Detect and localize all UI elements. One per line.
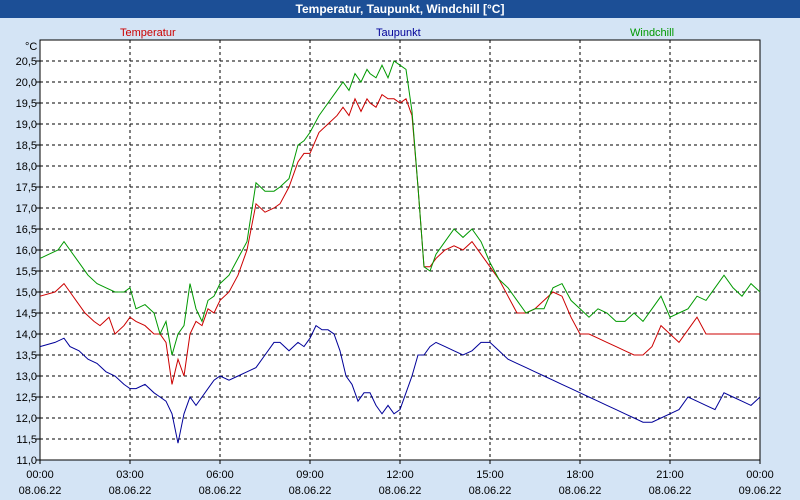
x-tick-time: 00:00: [746, 469, 774, 481]
y-tick-label: 15,0: [16, 287, 37, 299]
x-tick-time: 03:00: [116, 469, 144, 481]
y-tick-label: 19,5: [16, 98, 37, 110]
x-tick-date: 08.06.22: [559, 485, 602, 497]
x-tick-date: 09.06.22: [739, 485, 782, 497]
x-tick-date: 08.06.22: [379, 485, 422, 497]
series-line-windchill: [39, 60, 761, 356]
x-tick-time: 21:00: [656, 469, 684, 481]
y-tick-label: 14,5: [16, 308, 37, 320]
x-tick-date: 08.06.22: [109, 485, 152, 497]
y-tick-label: 15,5: [16, 266, 37, 278]
y-tick-label: 19,0: [16, 119, 37, 131]
x-tick-time: 09:00: [296, 469, 324, 481]
x-tick-time: 12:00: [386, 469, 414, 481]
legend: Temperatur Taupunkt Windchill: [120, 27, 674, 39]
x-tick-time: 00:00: [26, 469, 54, 481]
y-tick-label: 20,5: [16, 56, 37, 68]
legend-windchill: Windchill: [630, 27, 674, 39]
x-tick-date: 08.06.22: [289, 485, 332, 497]
x-tick-labels: 00:00 08.06.22 03:00 08.06.22 06:00 08.06.22 0…: [19, 460, 782, 497]
y-tick-label: 16,0: [16, 245, 37, 257]
y-tick-label: 12,5: [16, 392, 37, 404]
y-tick-label: 16,5: [16, 224, 37, 236]
y-tick-label: 13,5: [16, 350, 37, 362]
x-tick-time: 15:00: [476, 469, 504, 481]
x-tick-date: 08.06.22: [19, 485, 62, 497]
series-line-taupunkt: [39, 324, 761, 444]
y-tick-label: 11,5: [16, 434, 37, 446]
y-tick-labels: 11,0 11,5 12,0 12,5 13,0 13,5 14,0 14,5 15,0 15,5…: [16, 56, 40, 467]
x-tick-time: 18:00: [566, 469, 594, 481]
x-tick-date: 08.06.22: [469, 485, 512, 497]
x-tick-date: 08.06.22: [649, 485, 692, 497]
x-tick-date: 08.06.22: [199, 485, 242, 497]
y-tick-label: 12,0: [16, 413, 37, 425]
chart-title: Temperatur, Taupunkt, Windchill [°C]: [296, 2, 505, 16]
y-axis-label: °C: [25, 41, 37, 53]
y-tick-label: 17,5: [16, 182, 37, 194]
y-tick-label: 13,0: [16, 371, 37, 383]
legend-taupunkt: Taupunkt: [376, 27, 421, 39]
series-line-temperatur: [39, 93, 760, 385]
y-tick-label: 14,0: [16, 329, 37, 341]
y-tick-label: 11,0: [16, 455, 37, 467]
y-tick-label: 18,5: [16, 140, 37, 152]
y-tick-label: 17,0: [16, 203, 37, 215]
y-tick-label: 18,0: [16, 161, 37, 173]
series-lines: [39, 60, 761, 444]
title-bar: [0, 0, 800, 18]
x-tick-time: 06:00: [206, 469, 234, 481]
y-tick-label: 20,0: [16, 77, 37, 89]
legend-temperatur: Temperatur: [120, 27, 176, 39]
